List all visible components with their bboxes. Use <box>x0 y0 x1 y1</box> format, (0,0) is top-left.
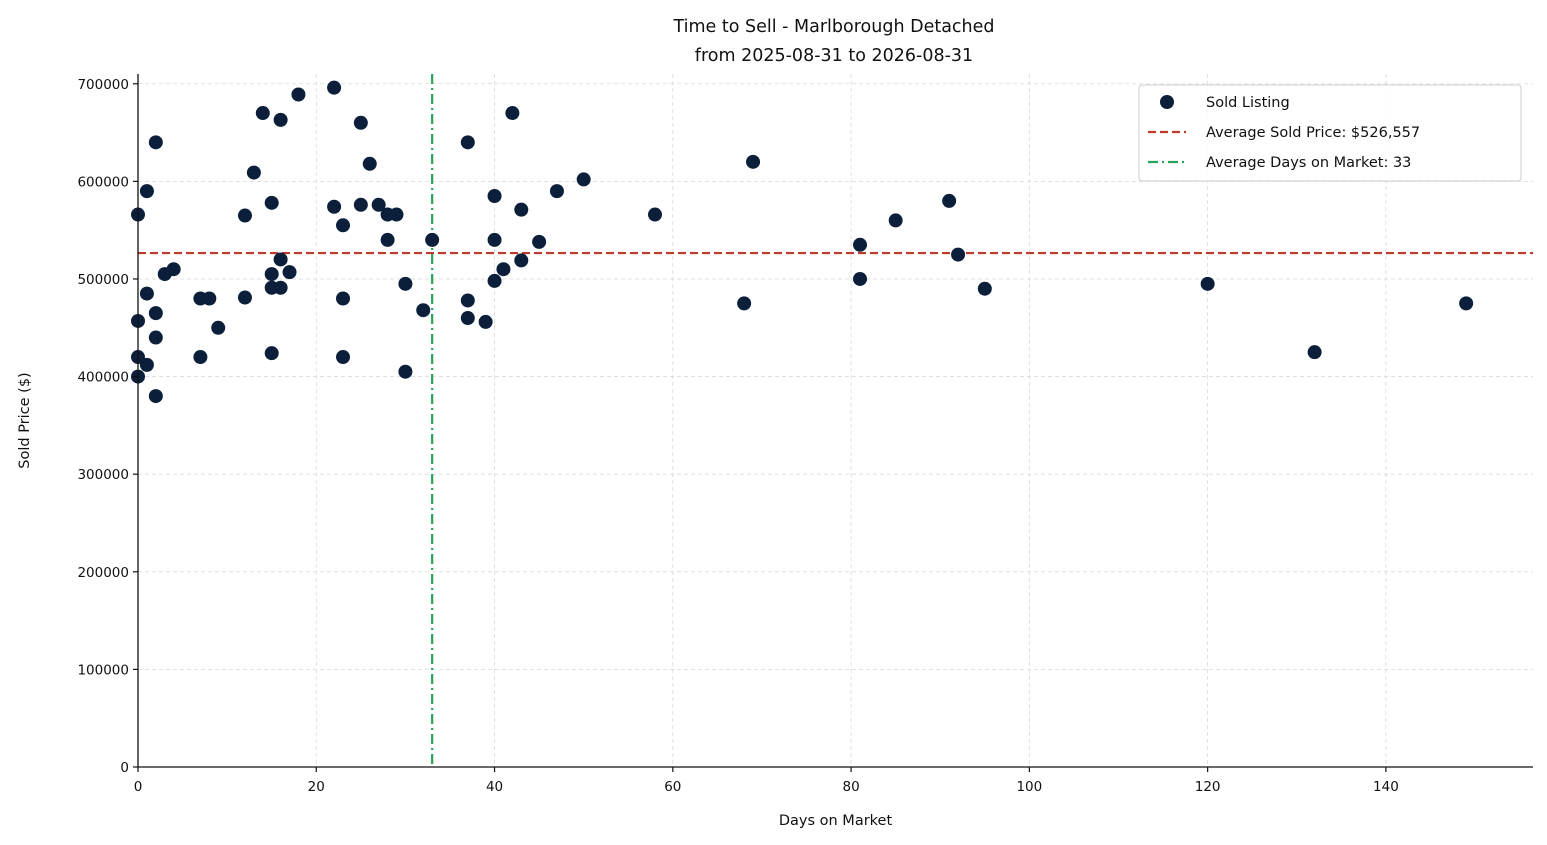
y-tick-label: 100000 <box>77 662 129 678</box>
chart-subtitle: from 2025-08-31 to 2026-08-31 <box>695 46 973 66</box>
data-point <box>291 87 306 102</box>
data-point <box>487 189 502 204</box>
data-point <box>148 306 163 321</box>
data-point <box>1200 276 1215 291</box>
reference-lines <box>138 74 1533 767</box>
data-point <box>371 197 386 212</box>
data-point <box>380 232 395 247</box>
data-point <box>327 80 342 95</box>
data-point <box>139 286 154 301</box>
x-tick-label: 60 <box>664 779 681 795</box>
data-point <box>514 202 529 217</box>
data-point <box>336 350 351 365</box>
x-tick-label: 140 <box>1373 779 1399 795</box>
data-point <box>148 389 163 404</box>
data-point <box>398 276 413 291</box>
legend-marker-sold-listing <box>1160 95 1174 109</box>
chart-title: Time to Sell - Marlborough Detached <box>672 17 994 37</box>
data-point <box>255 106 270 121</box>
data-point <box>1459 296 1474 311</box>
data-point <box>139 357 154 372</box>
data-point <box>211 320 226 335</box>
y-tick-label: 200000 <box>77 565 129 581</box>
data-point <box>273 252 288 267</box>
data-point <box>264 195 279 210</box>
data-point <box>264 267 279 282</box>
data-point <box>977 281 992 296</box>
data-point <box>505 106 520 121</box>
data-point <box>853 237 868 252</box>
data-point <box>460 293 475 308</box>
data-point <box>487 273 502 288</box>
data-point <box>549 184 564 199</box>
data-point <box>398 364 413 379</box>
data-point <box>532 234 547 249</box>
data-point <box>273 280 288 295</box>
x-tick-label: 80 <box>843 779 860 795</box>
data-point <box>273 112 288 127</box>
data-point <box>460 311 475 326</box>
data-point <box>193 350 208 365</box>
data-point <box>237 290 252 305</box>
data-point <box>166 262 181 277</box>
data-point <box>148 135 163 150</box>
data-point <box>853 271 868 286</box>
data-point <box>264 346 279 361</box>
y-tick-label: 600000 <box>77 174 129 190</box>
y-tick-label: 0 <box>120 760 129 776</box>
data-point <box>1307 345 1322 360</box>
data-point <box>487 232 502 247</box>
axes <box>137 74 1533 768</box>
data-point <box>576 172 591 187</box>
data-point <box>362 156 377 171</box>
data-point <box>246 165 261 180</box>
data-point <box>336 218 351 233</box>
data-point <box>478 314 493 329</box>
data-point <box>327 199 342 214</box>
data-point <box>416 303 431 318</box>
y-tick-label: 400000 <box>77 370 129 386</box>
data-point <box>353 115 368 130</box>
legend: Sold Listing Average Sold Price: $526,55… <box>1138 84 1522 182</box>
x-tick-label: 40 <box>486 779 503 795</box>
data-point <box>148 330 163 345</box>
data-point <box>746 154 761 169</box>
data-point <box>282 265 297 280</box>
y-tick-label: 500000 <box>77 272 129 288</box>
y-axis-label: Sold Price ($) <box>17 372 33 468</box>
legend-label-avg-days: Average Days on Market: 33 <box>1206 155 1411 171</box>
x-tick-label: 0 <box>134 779 143 795</box>
x-tick-label: 20 <box>308 779 325 795</box>
data-point <box>942 193 957 208</box>
data-point <box>496 262 511 277</box>
legend-box <box>1138 84 1522 182</box>
legend-label-sold-listing: Sold Listing <box>1206 95 1290 111</box>
data-point <box>514 253 529 268</box>
data-points <box>131 80 1474 404</box>
data-point <box>139 184 154 199</box>
legend-label-avg-price: Average Sold Price: $526,557 <box>1206 125 1420 141</box>
data-point <box>389 207 404 222</box>
data-point <box>951 247 966 262</box>
x-tick-label: 120 <box>1195 779 1221 795</box>
y-tick-label: 300000 <box>77 467 129 483</box>
y-tick-label: 700000 <box>77 77 129 93</box>
data-point <box>737 296 752 311</box>
data-point <box>647 207 662 222</box>
x-axis-label: Days on Market <box>779 813 893 829</box>
data-point <box>202 291 217 306</box>
x-tick-label: 100 <box>1016 779 1042 795</box>
data-point <box>888 213 903 228</box>
data-point <box>460 135 475 150</box>
data-point <box>237 208 252 223</box>
data-point <box>336 291 351 306</box>
data-point <box>353 197 368 212</box>
ticks: 0 20 40 60 80 100 120 140 0 100000 200000 300000 400… <box>77 77 1398 795</box>
data-point <box>425 232 440 247</box>
